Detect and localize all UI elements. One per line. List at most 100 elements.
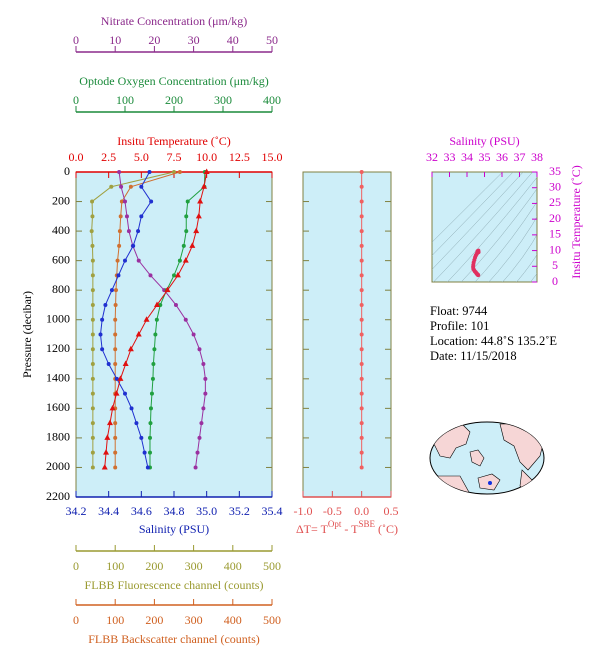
x-axis-title: Salinity (PSU) (139, 522, 209, 536)
data-point (117, 170, 122, 174)
x-tick-label: 500 (263, 613, 281, 627)
data-point (106, 362, 111, 367)
data-point (359, 243, 364, 248)
y-tick-label: 600 (52, 252, 70, 266)
data-point (145, 465, 150, 470)
data-point (127, 345, 134, 352)
data-point (172, 273, 176, 278)
data-point (113, 450, 118, 455)
data-point (177, 170, 182, 174)
y-tick-label: 15 (549, 227, 561, 241)
data-point (115, 258, 120, 263)
x-tick-label: 300 (214, 93, 232, 107)
data-point (359, 376, 364, 381)
data-point (113, 347, 118, 352)
x-tick-label: 10.0 (196, 150, 217, 164)
data-point (359, 170, 364, 174)
data-point (151, 362, 156, 367)
data-point (359, 391, 364, 396)
data-point (185, 199, 190, 204)
data-point (90, 288, 95, 293)
data-point (90, 258, 95, 263)
x-tick-label: 100 (106, 559, 124, 573)
data-point (90, 347, 95, 352)
data-point (174, 271, 181, 278)
y-tick-label: 20 (549, 211, 561, 225)
data-point (135, 331, 142, 337)
x-tick-label: 12.5 (229, 150, 250, 164)
label-part: ΔT= T (296, 522, 329, 536)
x-tick-label: 34.2 (66, 504, 87, 518)
y-tick-label: 400 (52, 223, 70, 237)
data-point (113, 332, 118, 337)
x-tick-label: 34.4 (98, 504, 119, 518)
y-tick-label: 35 (549, 164, 561, 178)
data-point (359, 406, 364, 411)
data-point (100, 317, 105, 322)
contour (447, 176, 537, 282)
land (469, 449, 485, 467)
y-tick-label: 0 (552, 274, 558, 288)
data-point (134, 421, 139, 426)
data-point (136, 229, 141, 234)
data-point (124, 214, 129, 219)
data-point (103, 449, 110, 455)
x-tick-label: 400 (224, 613, 242, 627)
data-point (147, 435, 152, 440)
data-point (113, 288, 118, 293)
data-point (197, 347, 202, 352)
location: Location: 44.8˚S 135.2˚E (430, 334, 557, 348)
data-point (123, 258, 127, 263)
data-point (90, 391, 95, 396)
data-point (89, 229, 94, 234)
data-point (193, 465, 198, 470)
x-tick-label: 500 (263, 559, 281, 573)
data-point (129, 406, 134, 411)
data-point (199, 421, 204, 426)
x-tick-label: 35 (479, 150, 491, 164)
data-point (184, 229, 189, 234)
data-point (113, 317, 118, 322)
data-point (113, 362, 118, 367)
x-tick-label: 34.6 (131, 504, 152, 518)
data-point (193, 227, 200, 234)
y-axis-title: Pressure (decibar) (20, 291, 34, 378)
data-point (143, 316, 150, 322)
x-tick-label: 20 (148, 33, 160, 47)
x-tick-label: 200 (145, 559, 163, 573)
data-point (109, 184, 114, 189)
y-tick-label: 1600 (46, 400, 70, 414)
x-tick-label: 35.2 (229, 504, 250, 518)
data-point (150, 376, 155, 381)
data-point (359, 184, 364, 189)
data-point (116, 273, 121, 278)
data-point (119, 199, 124, 204)
data-point (90, 450, 95, 455)
profile-number: Profile: 101 (430, 319, 489, 333)
data-point (177, 258, 182, 263)
contour (460, 188, 537, 282)
data-point (201, 183, 208, 189)
x-tick-label: 36 (496, 150, 508, 164)
contour (432, 172, 503, 243)
data-point (113, 390, 120, 396)
data-point (142, 450, 147, 455)
date: Date: 11/15/2018 (430, 349, 517, 363)
data-point (114, 376, 119, 381)
data-point (90, 243, 95, 248)
data-point (197, 435, 202, 440)
y-tick-label: 5 (552, 258, 558, 272)
data-point (154, 301, 161, 307)
data-point (109, 288, 114, 293)
data-point (104, 434, 111, 440)
x-tick-label: 30 (188, 33, 200, 47)
x-tick-label: 37 (514, 150, 526, 164)
x-tick-label: 400 (263, 93, 281, 107)
data-point (359, 317, 364, 322)
data-point (154, 317, 159, 322)
data-point (118, 214, 123, 219)
x-tick-label: 200 (165, 93, 183, 107)
data-point (359, 288, 364, 293)
superscript: Opt (328, 519, 342, 529)
x-tick-label: 34.8 (164, 504, 185, 518)
